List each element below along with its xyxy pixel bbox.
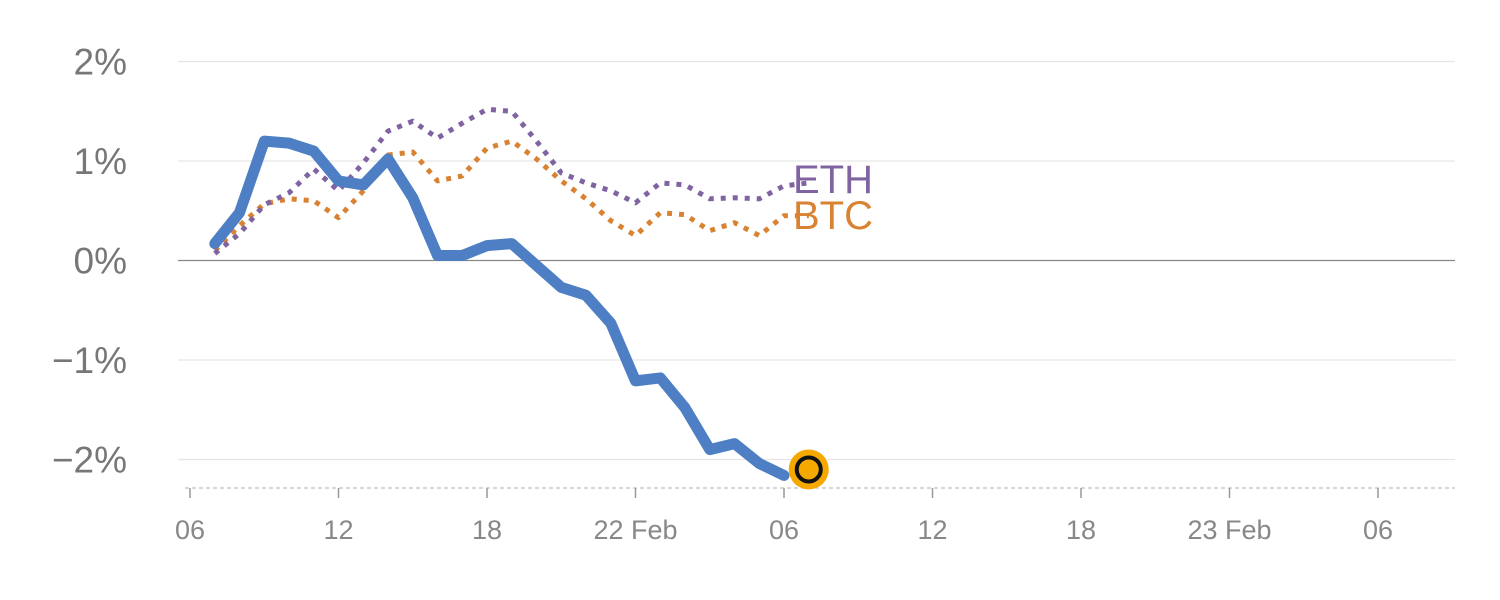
y-tick-label: 2% (74, 42, 127, 83)
y-tick-label: −1% (52, 340, 127, 381)
gridlines (178, 60, 1455, 461)
y-tick-label: 0% (74, 241, 127, 282)
x-tick-label: 22 Feb (593, 515, 677, 545)
end-marker (794, 455, 823, 484)
series-line-btc (213, 138, 809, 253)
x-tick-label: 12 (323, 515, 353, 545)
series-line-eth (213, 106, 810, 256)
series-lines (209, 106, 810, 481)
series-label-eth: ETH (793, 158, 873, 202)
series-label-btc: BTC (793, 194, 873, 238)
x-tick-label: 06 (1363, 515, 1393, 545)
x-axis: 06 12 18 22 Feb 06 12 18 23 Feb 06 (175, 487, 1455, 545)
x-tick-label: 18 (472, 515, 502, 545)
x-tick-label: 06 (175, 515, 205, 545)
x-tick-label: 12 (917, 515, 947, 545)
x-tick-label: 23 Feb (1187, 515, 1271, 545)
y-tick-label: −2% (52, 440, 127, 481)
x-tick-label: 06 (769, 515, 799, 545)
x-tick-label: 18 (1066, 515, 1096, 545)
end-marker-group (788, 449, 829, 490)
y-axis: 2% 1% 0% −1% −2% (52, 42, 127, 481)
series-line-main (209, 135, 790, 481)
y-tick-label: 1% (74, 141, 127, 182)
